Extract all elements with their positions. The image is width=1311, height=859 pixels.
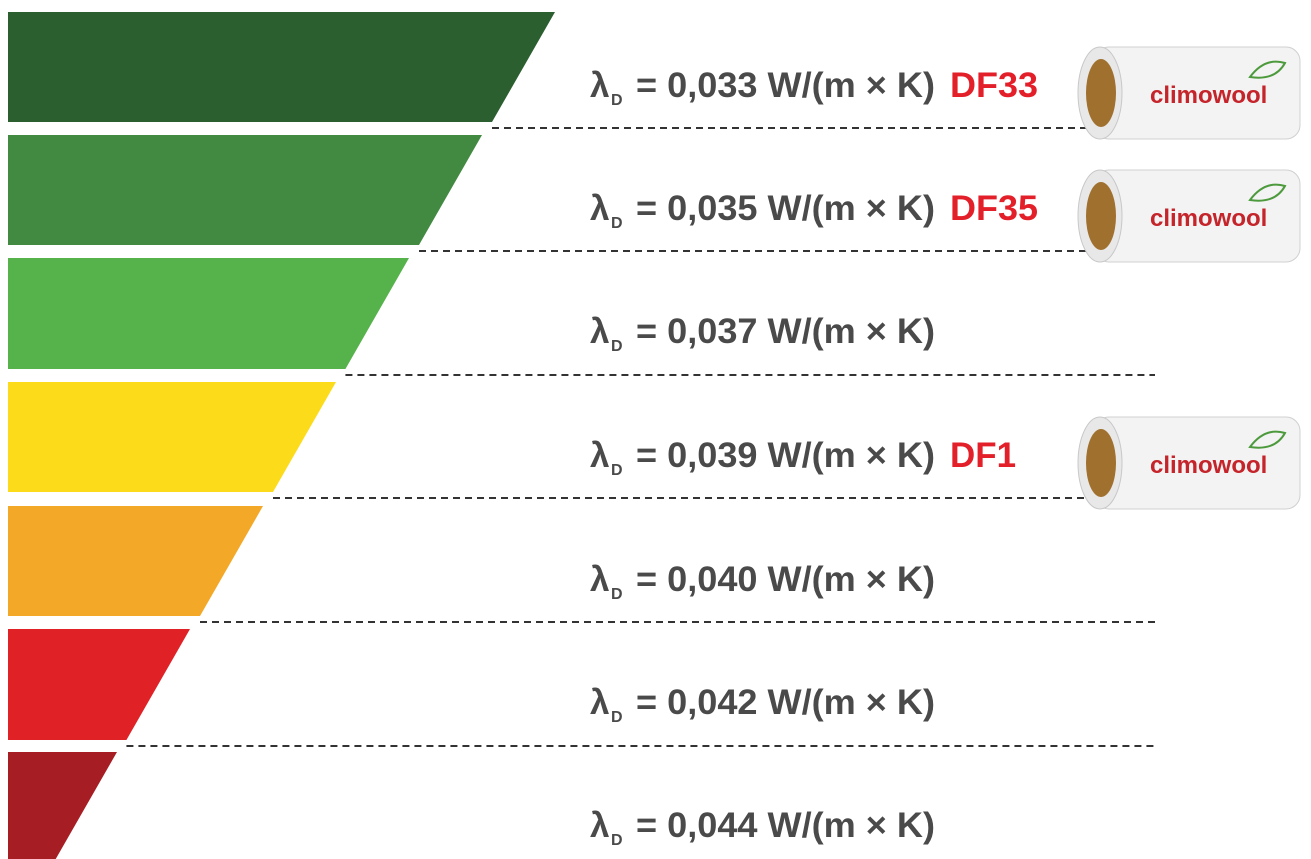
lambda-subscript: D <box>611 709 623 726</box>
band <box>8 382 336 492</box>
brand-logo: climowool <box>1150 452 1267 479</box>
lambda-value: = 0,044 W/(m × K) <box>636 806 935 845</box>
product-label: DF33 <box>950 66 1038 105</box>
band <box>8 135 482 245</box>
lambda-value: = 0,037 W/(m × K) <box>636 312 935 351</box>
lambda-symbol: λ <box>590 683 609 722</box>
roll-core <box>1086 429 1116 497</box>
product-roll: climowool <box>1078 47 1300 139</box>
lambda-symbol: λ <box>590 66 609 105</box>
lambda-value: = 0,033 W/(m × K) <box>636 66 935 105</box>
lambda-value: = 0,042 W/(m × K) <box>636 683 935 722</box>
lambda-symbol: λ <box>590 806 609 845</box>
lambda-value: = 0,035 W/(m × K) <box>636 189 935 228</box>
band <box>8 752 117 859</box>
roll-core <box>1086 59 1116 127</box>
roll-core <box>1086 182 1116 250</box>
band <box>8 629 190 740</box>
lambda-value: = 0,040 W/(m × K) <box>636 560 935 599</box>
product-roll: climowool <box>1078 417 1300 509</box>
lambda-subscript: D <box>611 586 623 603</box>
brand-logo: climowool <box>1150 205 1267 232</box>
lambda-value: = 0,039 W/(m × K) <box>636 436 935 475</box>
band <box>8 12 555 122</box>
lambda-subscript: D <box>611 92 623 109</box>
product-label: DF35 <box>950 189 1038 228</box>
lambda-symbol: λ <box>590 189 609 228</box>
lambda-symbol: λ <box>590 436 609 475</box>
lambda-subscript: D <box>611 338 623 355</box>
lambda-subscript: D <box>611 215 623 232</box>
lambda-subscript: D <box>611 462 623 479</box>
band <box>8 506 263 616</box>
band <box>8 258 409 369</box>
efficiency-diagram: λD= 0,033 W/(m × K)DF33climowoolλD= 0,03… <box>0 0 1311 859</box>
lambda-symbol: λ <box>590 560 609 599</box>
brand-logo: climowool <box>1150 82 1267 109</box>
product-label: DF1 <box>950 436 1016 475</box>
product-roll: climowool <box>1078 170 1300 262</box>
lambda-symbol: λ <box>590 312 609 351</box>
lambda-subscript: D <box>611 832 623 849</box>
